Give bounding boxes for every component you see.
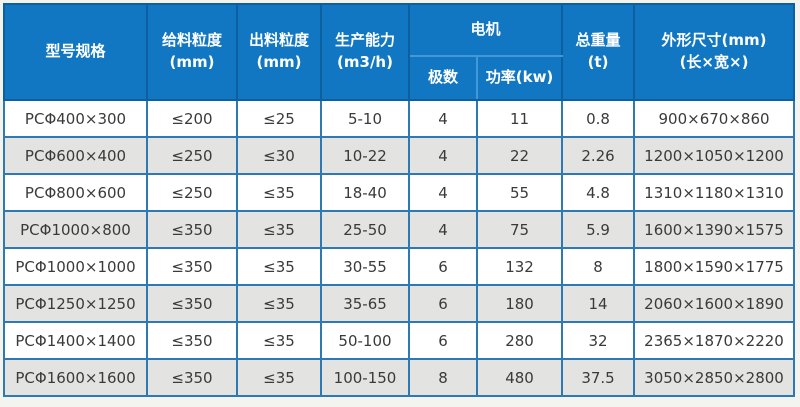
- dimensions-cell: 1600×1390×1575: [633, 210, 796, 249]
- power-cell: 22: [475, 136, 564, 175]
- feed-size-cell: ≤350: [146, 321, 238, 360]
- discharge-size-cell: ≤35: [236, 210, 322, 249]
- model-cell: PCΦ400×300: [3, 99, 148, 138]
- power-cell: 180: [475, 284, 564, 323]
- capacity-cell: 5-10: [320, 99, 410, 138]
- table-row: PCΦ1000×800 ≤350 ≤35 25-50 4 75 5.9 1600…: [3, 210, 796, 249]
- feed-size-cell: ≤350: [146, 210, 238, 249]
- col-header-dimensions-label: 外形尺寸(mm): [661, 31, 767, 50]
- table-body: PCΦ400×300 ≤200 ≤25 5-10 4 11 0.8 900×67…: [3, 99, 796, 397]
- power-cell: 55: [475, 173, 564, 212]
- col-header-discharge-size: 出料粒度 (mm): [236, 3, 322, 101]
- dimensions-cell: 3050×2850×2800: [633, 358, 796, 397]
- feed-size-cell: ≤200: [146, 99, 238, 138]
- feed-size-cell: ≤250: [146, 136, 238, 175]
- weight-cell: 5.9: [561, 210, 636, 249]
- table-row: PCΦ600×400 ≤250 ≤30 10-22 4 22 2.26 1200…: [3, 136, 796, 175]
- capacity-cell: 35-65: [320, 284, 410, 323]
- discharge-size-cell: ≤25: [236, 99, 322, 138]
- feed-size-cell: ≤250: [146, 173, 238, 212]
- discharge-size-cell: ≤35: [236, 173, 322, 212]
- power-cell: 480: [475, 358, 564, 397]
- model-cell: PCΦ600×400: [3, 136, 148, 175]
- model-cell: PCΦ1000×1000: [3, 247, 148, 286]
- table-header: 型号规格 给料粒度 (mm) 出料粒度 (mm) 生产能力 (m3/h) 电机: [3, 3, 796, 101]
- col-header-capacity-unit: (m3/h): [337, 53, 393, 71]
- poles-cell: 8: [408, 358, 478, 397]
- feed-size-cell: ≤350: [146, 358, 238, 397]
- capacity-cell: 50-100: [320, 321, 410, 360]
- spec-table: 型号规格 给料粒度 (mm) 出料粒度 (mm) 生产能力 (m3/h) 电机: [3, 3, 796, 397]
- weight-cell: 14: [561, 284, 636, 323]
- col-header-dimensions: 外形尺寸(mm) (长×宽×): [633, 3, 796, 101]
- col-header-discharge-label: 出料粒度: [248, 31, 309, 50]
- col-header-dimensions-unit: (长×宽×): [679, 53, 749, 71]
- dimensions-cell: 1200×1050×1200: [633, 136, 796, 175]
- power-cell: 132: [475, 247, 564, 286]
- poles-cell: 6: [408, 284, 478, 323]
- dimensions-cell: 2060×1600×1890: [633, 284, 796, 323]
- table-row: PCΦ1400×1400 ≤350 ≤35 50-100 6 280 32 23…: [3, 321, 796, 360]
- col-header-capacity: 生产能力 (m3/h): [320, 3, 410, 101]
- discharge-size-cell: ≤35: [236, 321, 322, 360]
- page: 型号规格 给料粒度 (mm) 出料粒度 (mm) 生产能力 (m3/h) 电机: [3, 3, 796, 397]
- dimensions-cell: 2365×1870×2220: [633, 321, 796, 360]
- capacity-cell: 25-50: [320, 210, 410, 249]
- col-header-motor-group: 电机: [407, 3, 564, 57]
- dimensions-cell: 1800×1590×1775: [633, 247, 796, 286]
- col-header-feed-unit: (mm): [169, 53, 215, 71]
- power-cell: 280: [475, 321, 564, 360]
- table-row: PCΦ1000×1000 ≤350 ≤35 30-55 6 132 8 1800…: [3, 247, 796, 286]
- power-cell: 11: [475, 99, 564, 138]
- discharge-size-cell: ≤35: [236, 358, 322, 397]
- model-cell: PCΦ1400×1400: [3, 321, 148, 360]
- poles-cell: 6: [408, 321, 478, 360]
- capacity-cell: 10-22: [320, 136, 410, 175]
- dimensions-cell: 1310×1180×1310: [633, 173, 796, 212]
- model-cell: PCΦ800×600: [3, 173, 148, 212]
- model-cell: PCΦ1000×800: [3, 210, 148, 249]
- model-cell: PCΦ1600×1600: [3, 358, 148, 397]
- capacity-cell: 100-150: [320, 358, 410, 397]
- col-header-model-label: 型号规格: [45, 42, 106, 61]
- model-cell: PCΦ1250×1250: [3, 284, 148, 323]
- header-row-sub: 极数 功率(kw): [4, 55, 794, 101]
- col-header-poles: 极数: [408, 55, 478, 101]
- power-cell: 75: [475, 210, 564, 249]
- weight-cell: 32: [561, 321, 636, 360]
- feed-size-cell: ≤350: [146, 247, 238, 286]
- table-row: PCΦ800×600 ≤250 ≤35 18-40 4 55 4.8 1310×…: [3, 173, 796, 212]
- discharge-size-cell: ≤35: [236, 284, 322, 323]
- feed-size-cell: ≤350: [146, 284, 238, 323]
- poles-cell: 4: [408, 136, 478, 175]
- dimensions-cell: 900×670×860: [633, 99, 796, 138]
- col-header-capacity-label: 生产能力: [334, 31, 395, 50]
- discharge-size-cell: ≤35: [236, 247, 322, 286]
- col-header-weight-unit: (t): [587, 53, 609, 71]
- weight-cell: 37.5: [561, 358, 636, 397]
- col-header-feed-label: 给料粒度: [161, 31, 222, 50]
- table-row: PCΦ1600×1600 ≤350 ≤35 100-150 8 480 37.5…: [3, 358, 796, 397]
- capacity-cell: 30-55: [320, 247, 410, 286]
- col-header-discharge-unit: (mm): [256, 53, 302, 71]
- table-row: PCΦ400×300 ≤200 ≤25 5-10 4 11 0.8 900×67…: [3, 99, 796, 138]
- col-header-weight-label: 总重量: [575, 31, 621, 50]
- col-header-feed-size: 给料粒度 (mm): [146, 3, 238, 101]
- poles-cell: 4: [408, 173, 478, 212]
- weight-cell: 2.26: [561, 136, 636, 175]
- col-header-weight: 总重量 (t): [561, 3, 636, 101]
- weight-cell: 0.8: [561, 99, 636, 138]
- poles-cell: 4: [408, 99, 478, 138]
- capacity-cell: 18-40: [320, 173, 410, 212]
- discharge-size-cell: ≤30: [236, 136, 322, 175]
- poles-cell: 4: [408, 210, 478, 249]
- poles-cell: 6: [408, 247, 478, 286]
- table-row: PCΦ1250×1250 ≤350 ≤35 35-65 6 180 14 206…: [3, 284, 796, 323]
- weight-cell: 8: [561, 247, 636, 286]
- header-row-main: 型号规格 给料粒度 (mm) 出料粒度 (mm) 生产能力 (m3/h) 电机: [3, 3, 796, 101]
- col-header-model: 型号规格: [3, 3, 148, 101]
- col-header-motor-label: 电机: [470, 20, 501, 39]
- weight-cell: 4.8: [561, 173, 636, 212]
- col-header-power: 功率(kw): [475, 55, 564, 101]
